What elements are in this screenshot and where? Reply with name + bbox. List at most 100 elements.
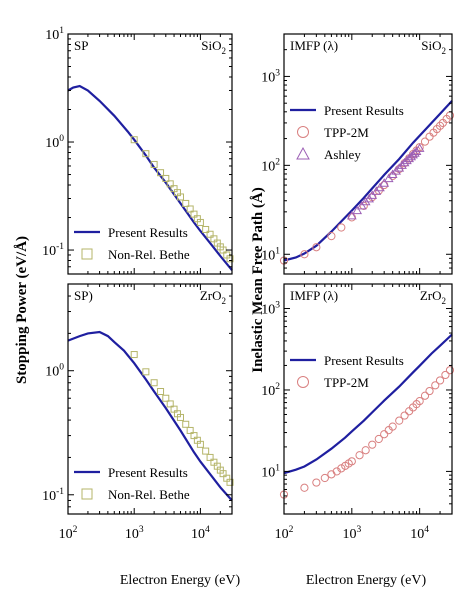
data-point (361, 446, 370, 455)
data-point (327, 232, 336, 241)
data-point (150, 379, 158, 387)
data-point (162, 394, 170, 402)
series-line-0 (67, 330, 233, 502)
data-point (420, 391, 430, 400)
data-point (414, 143, 425, 152)
axis-frame (283, 33, 453, 275)
panel-label-right: ZrO2 (420, 288, 446, 306)
data-point (388, 422, 397, 431)
data-point (400, 411, 409, 420)
data-point (166, 400, 174, 408)
panel-label-right: SiO2 (421, 38, 446, 56)
data-point (347, 457, 356, 466)
panel-imfp-zro2: 102 103 104 101 102 103 IMFP (λ) ZrO2 Present Re… (261, 283, 455, 542)
data-point (360, 196, 371, 206)
left-x-axis-label: Electron Energy (eV) (120, 573, 241, 588)
x-tick-label: 102 (59, 525, 78, 542)
data-point (202, 447, 210, 455)
data-point (182, 420, 190, 428)
data-point (130, 136, 138, 144)
panel-label-left: IMFP (λ) (290, 288, 338, 303)
data-point (196, 218, 204, 226)
data-point (186, 426, 194, 434)
y-tick-label: 100 (45, 363, 64, 380)
series-line-0 (283, 333, 453, 475)
data-point (130, 351, 138, 359)
data-point (206, 230, 214, 238)
data-point (394, 163, 405, 172)
left-y-axis-label: Stopping Power (eV/Å) (14, 236, 30, 384)
data-point (356, 200, 367, 210)
panel-label-left: IMFP (λ) (290, 38, 338, 53)
y-tick-label: 102 (261, 157, 280, 174)
data-point (368, 440, 377, 449)
data-point (219, 470, 227, 478)
x-tick-label: 104 (191, 525, 210, 542)
data-point (352, 205, 363, 215)
axis-frame (67, 33, 233, 275)
data-point (359, 201, 368, 210)
y-tick-label: 100 (45, 134, 64, 151)
y-tick-label: 102 (261, 382, 280, 399)
legend-marker (297, 126, 309, 138)
data-point (312, 478, 321, 487)
panel-label-left: SP) (74, 288, 93, 303)
legend-marker (296, 146, 310, 160)
data-point (176, 193, 184, 201)
series-line-0 (283, 100, 453, 262)
data-point (425, 132, 434, 141)
data-point (409, 148, 420, 157)
data-point (150, 160, 158, 168)
series-line-0 (67, 84, 233, 271)
y-tick-label: 10-1 (42, 487, 64, 504)
panel-label-right: SiO2 (201, 38, 226, 56)
data-point (395, 416, 404, 425)
data-point (379, 178, 390, 187)
legend-label: Present Results (108, 225, 188, 240)
x-tick-label: 102 (275, 525, 294, 542)
right-y-axis-label: Inelastic Mean Free Path (Å) (250, 187, 266, 373)
y-tick-label: 103 (261, 68, 280, 85)
data-point (142, 368, 150, 376)
data-point (176, 413, 184, 421)
x-tick-label: 103 (342, 525, 361, 542)
legend-label: Present Results (324, 103, 404, 118)
data-point (346, 210, 357, 220)
data-point (226, 255, 234, 263)
data-point (206, 453, 214, 461)
y-tick-label: 101 (261, 463, 280, 480)
data-point (157, 169, 165, 177)
legend-marker (297, 376, 309, 388)
panel-label-left: SP (74, 38, 88, 53)
data-point (374, 434, 383, 444)
data-point (397, 160, 407, 169)
data-point (435, 376, 445, 385)
data-point (226, 478, 234, 486)
y-tick-label: 101 (261, 246, 280, 263)
data-point (445, 366, 455, 375)
data-point (182, 199, 190, 207)
legend-marker (81, 248, 93, 260)
data-point (166, 180, 174, 188)
y-tick-label: 101 (45, 26, 64, 43)
data-point (157, 387, 165, 395)
data-point (383, 173, 394, 183)
y-tick-label: 103 (261, 301, 280, 318)
data-point (186, 205, 194, 213)
panel-imfp-sio2: 101 102 103 IMFP (λ) SiO2 Present Results TPP-… (261, 33, 455, 275)
legend-label: Present Results (108, 465, 188, 480)
data-point (320, 473, 329, 483)
legend-label: TPP-2M (324, 125, 369, 140)
legend-label: Non-Rel. Bethe (108, 247, 190, 262)
y-tick-label: 10-1 (42, 242, 64, 259)
panel-sp-sio2: 10-1 100 101 SP SiO2 Present Results Non-Rel. … (42, 26, 234, 275)
legend-label: Present Results (324, 353, 404, 368)
panel-label-right: ZrO2 (200, 288, 226, 306)
axis-frame (67, 283, 233, 515)
data-point (380, 430, 389, 439)
axis-frame (283, 283, 453, 515)
x-tick-label: 104 (410, 525, 429, 542)
data-point (431, 381, 440, 390)
data-point (399, 157, 410, 167)
